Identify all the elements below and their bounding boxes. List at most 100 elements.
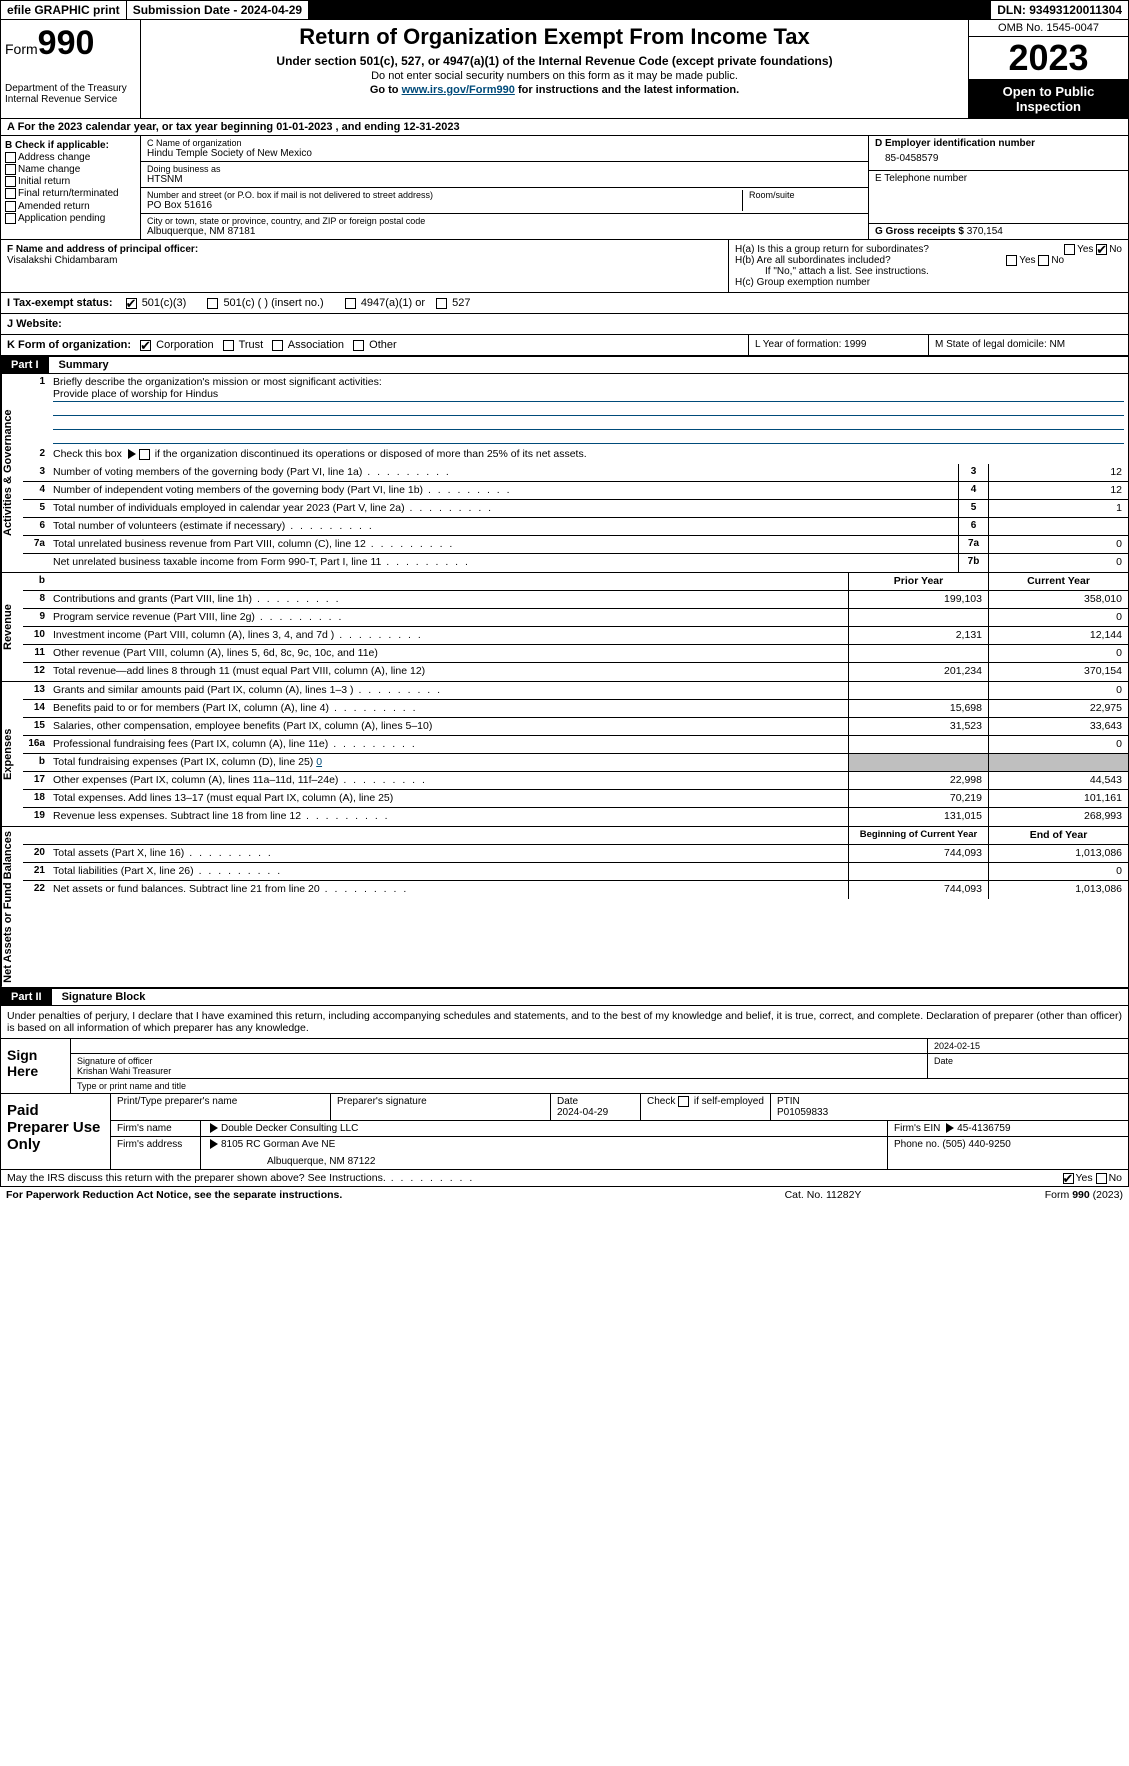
section-revenue: Revenue bPrior YearCurrent Year 8Contrib…	[0, 573, 1129, 682]
org-name: Hindu Temple Society of New Mexico	[147, 148, 862, 159]
chk-amended[interactable]: Amended return	[5, 201, 136, 212]
mission-label: Briefly describe the organization's miss…	[53, 376, 1124, 388]
l18-text: Total expenses. Add lines 13–17 (must eq…	[49, 790, 848, 807]
chk-assoc[interactable]	[272, 340, 283, 351]
l5-val: 1	[988, 500, 1128, 517]
type-name-label: Type or print name and title	[71, 1079, 1128, 1093]
col-c: C Name of organization Hindu Temple Soci…	[141, 136, 868, 239]
gross-receipts-value: 370,154	[967, 226, 1003, 237]
hc-text: H(c) Group exemption number	[735, 277, 1122, 288]
l11-text: Other revenue (Part VIII, column (A), li…	[49, 645, 848, 662]
page-footer: For Paperwork Reduction Act Notice, see …	[0, 1187, 1129, 1203]
firm-name: Double Decker Consulting LLC	[221, 1123, 358, 1134]
l15-prior: 31,523	[848, 718, 988, 735]
l2-text: Check this box	[53, 448, 125, 460]
ha-yes[interactable]	[1064, 244, 1075, 255]
row-j: J Website:	[0, 314, 1129, 335]
hdr-beg: Beginning of Current Year	[848, 827, 988, 844]
hdr-right: OMB No. 1545-0047 2023 Open to Public In…	[968, 20, 1128, 118]
hb-text: H(b) Are all subordinates included?	[735, 255, 891, 266]
l22-end: 1,013,086	[988, 881, 1128, 899]
part2-title: Signature Block	[52, 989, 1128, 1005]
chk-other-org[interactable]	[353, 340, 364, 351]
dept-treasury: Department of the Treasury	[5, 83, 136, 94]
ptin-value: P01059833	[777, 1107, 1122, 1118]
l6-val	[988, 518, 1128, 535]
l9-prior	[848, 609, 988, 626]
year-formation: L Year of formation: 1999	[748, 335, 928, 355]
colb-header: B Check if applicable:	[5, 140, 136, 151]
goto-post: for instructions and the latest informat…	[515, 84, 739, 96]
vtab-expenses: Expenses	[1, 682, 23, 826]
l10-curr: 12,144	[988, 627, 1128, 644]
irs-link[interactable]: www.irs.gov/Form990	[402, 84, 515, 96]
l15-curr: 33,643	[988, 718, 1128, 735]
section-netassets: Net Assets or Fund Balances Beginning of…	[0, 827, 1129, 988]
chk-self-employed[interactable]	[678, 1096, 689, 1107]
hb-yes[interactable]	[1006, 255, 1017, 266]
chk-name-change[interactable]: Name change	[5, 164, 136, 175]
l16b-prior	[848, 754, 988, 771]
submission-date: Submission Date - 2024-04-29	[127, 1, 309, 19]
firm-ein-label: Firm's EIN	[894, 1123, 940, 1134]
l18-prior: 70,219	[848, 790, 988, 807]
perjury-statement: Under penalties of perjury, I declare th…	[0, 1006, 1129, 1039]
hdr-prior: Prior Year	[848, 573, 988, 590]
chk-501c3[interactable]	[126, 298, 137, 309]
state-domicile: M State of legal domicile: NM	[928, 335, 1128, 355]
tax-status-label: I Tax-exempt status:	[7, 297, 113, 309]
chk-527[interactable]	[436, 298, 447, 309]
footer-catno: Cat. No. 11282Y	[723, 1189, 923, 1201]
chk-final-return[interactable]: Final return/terminated	[5, 188, 136, 199]
officer-signed: Krishan Wahi Treasurer	[77, 1066, 921, 1076]
ptin-label: PTIN	[777, 1096, 1122, 1107]
l18-curr: 101,161	[988, 790, 1128, 807]
l22-beg: 744,093	[848, 881, 988, 899]
chk-address-change[interactable]: Address change	[5, 152, 136, 163]
officer-name: Visalakshi Chidambaram	[7, 255, 722, 266]
l20-text: Total assets (Part X, line 16)	[49, 845, 848, 862]
chk-trust[interactable]	[223, 340, 234, 351]
chk-discontinued[interactable]	[139, 449, 150, 460]
city-label: City or town, state or province, country…	[147, 216, 862, 226]
l21-text: Total liabilities (Part X, line 26)	[49, 863, 848, 880]
city-value: Albuquerque, NM 87181	[147, 226, 862, 237]
hdr-end: End of Year	[988, 827, 1128, 844]
chk-4947[interactable]	[345, 298, 356, 309]
chk-initial-return[interactable]: Initial return	[5, 176, 136, 187]
chk-501c[interactable]	[207, 298, 218, 309]
firm-addr-label: Firm's address	[111, 1137, 201, 1169]
form-org-label: K Form of organization:	[7, 339, 131, 351]
chk-app-pending[interactable]: Application pending	[5, 213, 136, 224]
l16a-text: Professional fundraising fees (Part IX, …	[49, 736, 848, 753]
l6-text: Total number of volunteers (estimate if …	[49, 518, 958, 535]
addr-value: PO Box 51616	[147, 200, 742, 211]
discuss-yes[interactable]	[1063, 1173, 1074, 1184]
l21-end: 0	[988, 863, 1128, 880]
goto-pre: Go to	[370, 84, 402, 96]
l12-text: Total revenue—add lines 8 through 11 (mu…	[49, 663, 848, 681]
discuss-no[interactable]	[1096, 1173, 1107, 1184]
l3-val: 12	[988, 464, 1128, 481]
mission-text: Provide place of worship for Hindus	[53, 388, 1124, 402]
hb-no[interactable]	[1038, 255, 1049, 266]
chk-corp[interactable]	[140, 340, 151, 351]
l15-text: Salaries, other compensation, employee b…	[49, 718, 848, 735]
col-f: F Name and address of principal officer:…	[1, 240, 728, 292]
hdr-left: Form990 Department of the Treasury Inter…	[1, 20, 141, 118]
l13-prior	[848, 682, 988, 699]
l16a-curr: 0	[988, 736, 1128, 753]
omb-number: OMB No. 1545-0047	[969, 20, 1128, 37]
l9-text: Program service revenue (Part VIII, line…	[49, 609, 848, 626]
l16b-curr	[988, 754, 1128, 771]
prep-date: 2024-04-29	[557, 1107, 634, 1118]
l16b-link[interactable]: 0	[316, 756, 322, 768]
part1-title: Summary	[49, 357, 1128, 373]
l4-text: Number of independent voting members of …	[49, 482, 958, 499]
efile-label: efile GRAPHIC print	[1, 1, 127, 19]
topbar: efile GRAPHIC print Submission Date - 20…	[0, 0, 1129, 20]
l19-prior: 131,015	[848, 808, 988, 826]
firm-name-label: Firm's name	[111, 1121, 201, 1136]
sign-here-label: Sign Here	[1, 1039, 71, 1093]
ha-no[interactable]	[1096, 244, 1107, 255]
